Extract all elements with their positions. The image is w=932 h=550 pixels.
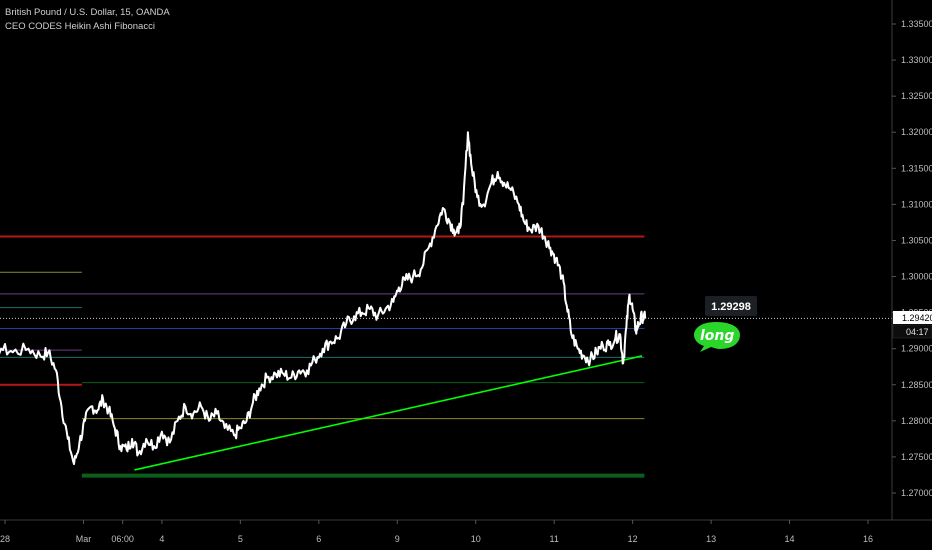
time-tick-label: 10 [471, 534, 481, 544]
chart-legend: British Pound / U.S. Dollar, 15, OANDA C… [5, 6, 170, 34]
time-tick-label: 9 [395, 534, 400, 544]
price-tick-label: 1.33000 [901, 55, 932, 65]
time-tick-label: 14 [785, 534, 795, 544]
countdown-text: 04:17 [906, 327, 929, 337]
time-tick-label: 11 [550, 534, 559, 544]
price-line [0, 131, 647, 466]
time-tick-label: 5 [238, 534, 243, 544]
price-tick-label: 1.27500 [901, 452, 932, 462]
price-tick-label: 1.27000 [901, 488, 932, 498]
price-tick-label: 1.31500 [901, 163, 932, 173]
long-label: long [700, 328, 734, 344]
price-tick-label: 1.32500 [901, 91, 932, 101]
trendline-layer[interactable] [134, 355, 643, 471]
price-tick-label: 1.29000 [901, 344, 932, 354]
time-tick-label: 13 [706, 534, 716, 544]
support-trendline[interactable] [134, 355, 643, 471]
price-tick-label: 1.31000 [901, 199, 932, 209]
long-annotation[interactable]: long [694, 322, 740, 352]
symbol-title[interactable]: British Pound / U.S. Dollar, 15, OANDA [5, 7, 170, 18]
price-series [0, 131, 647, 466]
price-tick-label: 1.30000 [901, 272, 932, 282]
time-tick-label: 16 [863, 534, 873, 544]
time-tick-label: 28 [0, 534, 10, 544]
price-tick-label: 1.28500 [901, 380, 932, 390]
time-tick-label: Mar [76, 534, 92, 544]
last-price-text: 1.29420 [902, 313, 932, 323]
price-tick-label: 1.28000 [901, 416, 932, 426]
cursor-price-box: 1.29298 [705, 296, 757, 316]
time-tick-label: 6 [316, 534, 321, 544]
price-tick-label: 1.30500 [901, 235, 932, 245]
price-tick-label: 1.33500 [901, 19, 932, 29]
last-price-tag: 1.29420 [893, 311, 932, 324]
indicator-title[interactable]: CEO CODES Heikin Ashi Fibonacci [5, 21, 155, 32]
time-tick-label: 06:00 [111, 534, 134, 544]
time-tick-label: 12 [628, 534, 638, 544]
countdown-tag: 04:17 [892, 324, 932, 339]
time-tick-label: 4 [159, 534, 164, 544]
time-axis[interactable]: 28 Mar 06:00 4 5 6 9 10 11 12 13 14 16 [0, 520, 873, 544]
cursor-price-text: 1.29298 [711, 301, 751, 313]
speech-bubble-shape [694, 322, 740, 352]
price-tick-label: 1.32000 [901, 127, 932, 137]
